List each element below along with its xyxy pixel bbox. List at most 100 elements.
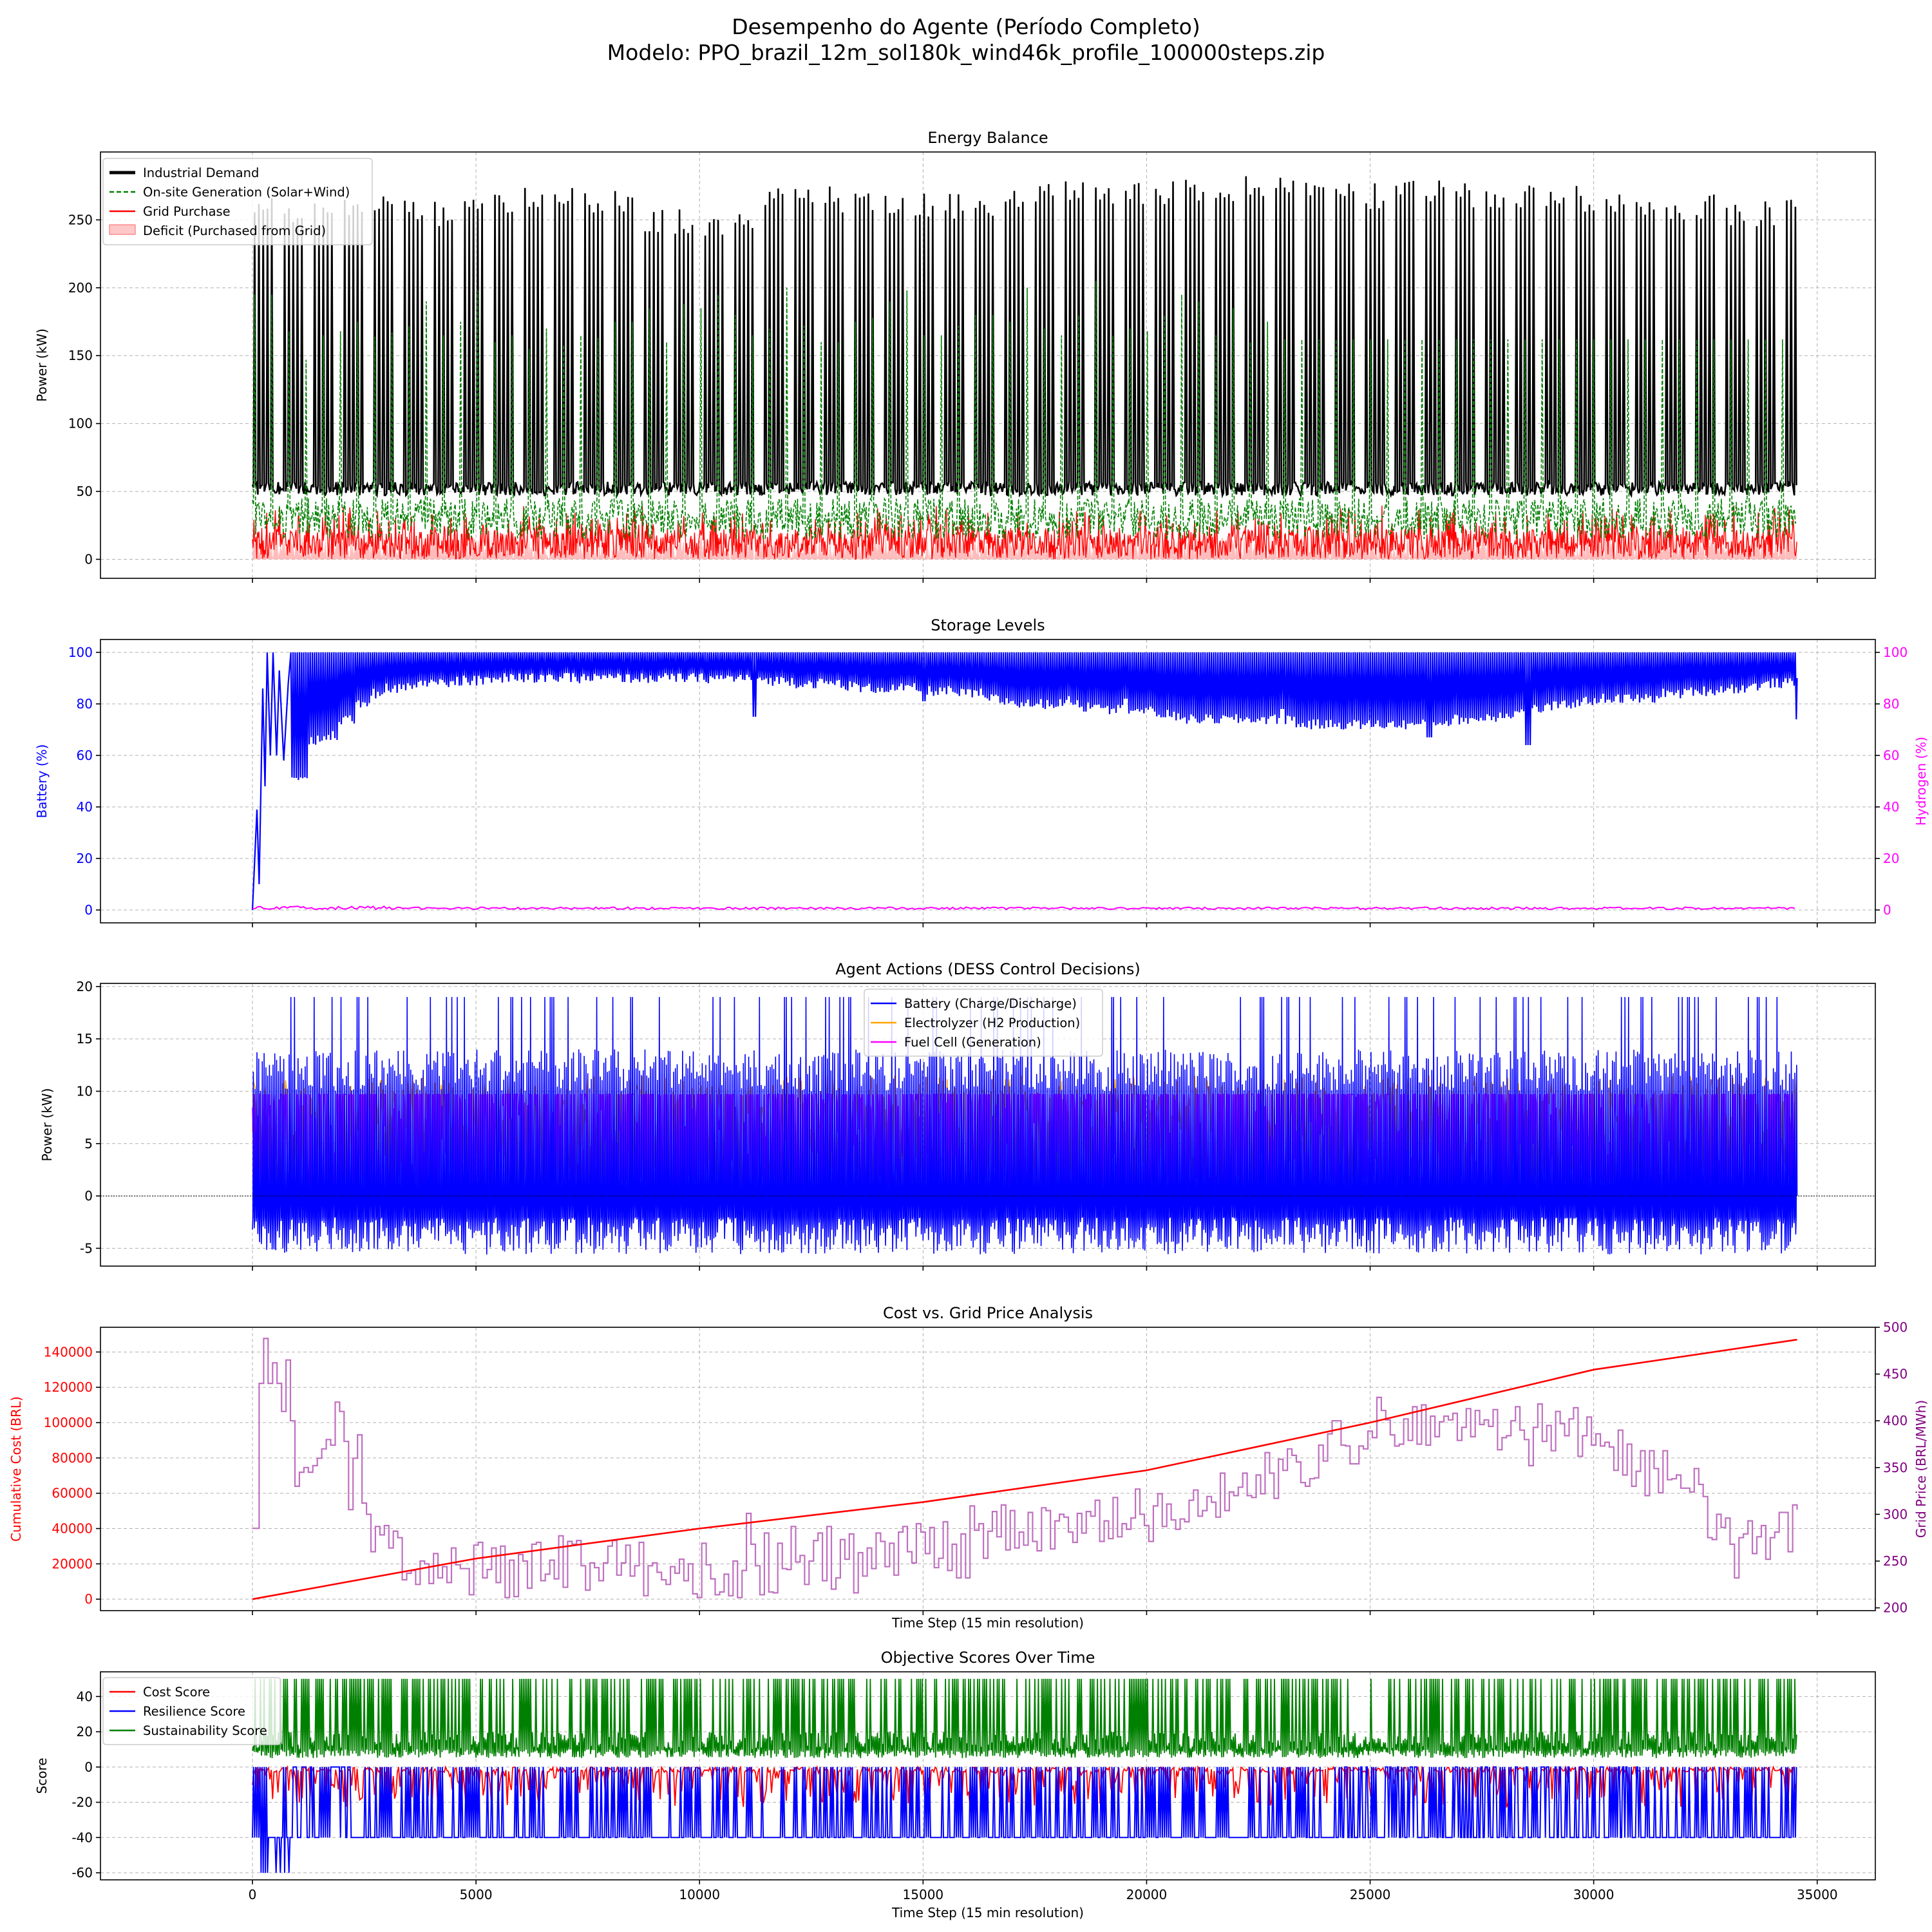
y-tick-label: 10 (77, 1083, 93, 1099)
panel-2: 0 20 40 60 80 100 0 20 40 60 80 100 Hydrogen (%) Stor… (34, 616, 1929, 927)
y-tick-label: 80 (77, 696, 93, 712)
onsite-generation-line (252, 281, 1797, 540)
y-right-tick-label: 450 (1883, 1367, 1908, 1382)
x-tick-label: 0 (249, 1887, 257, 1902)
figure-title-line2: Modelo: PPO_brazil_12m_sol180k_wind46k_p… (607, 40, 1325, 65)
legend-item: Electrolyzer (H2 Production) (904, 1016, 1080, 1030)
y-axis-label: Score (34, 1757, 50, 1794)
y-tick-label: 0 (84, 1591, 93, 1607)
x-tick-label: 30000 (1573, 1887, 1615, 1902)
legend-item: Deficit (Purchased from Grid) (143, 223, 326, 238)
axes-frame (100, 1671, 1876, 1880)
y-tick-label: -5 (80, 1240, 93, 1256)
x-axis-label: Time Step (15 min resolution) (891, 1615, 1084, 1631)
axes-frame (100, 983, 1876, 1267)
y-tick-label: -60 (71, 1865, 93, 1880)
resilience-score-line (252, 1766, 1797, 1873)
y-tick-label: 40 (77, 1689, 93, 1704)
figure-title: Desempenho do Agente (Período Completo) … (0, 14, 1932, 66)
legend-item: Grid Purchase (143, 204, 231, 219)
figure-title-line1: Desempenho do Agente (Período Completo) (732, 14, 1200, 39)
y-tick-label: 100 (68, 416, 93, 431)
y-right-tick-label: 80 (1883, 696, 1899, 712)
x-axis-label: Time Step (15 min resolution) (891, 1905, 1084, 1920)
y-tick-label: 0 (84, 551, 93, 567)
grid-purchase-line (252, 505, 1797, 560)
panel-title: Agent Actions (DESS Control Decisions) (835, 960, 1141, 978)
y-tick-label: 20 (77, 851, 93, 866)
x-tick-label: 10000 (679, 1887, 720, 1902)
legend-item: Cost Score (143, 1685, 210, 1700)
y-tick-label: 20 (77, 1724, 93, 1739)
y-tick-label: 15 (77, 1031, 93, 1046)
y-tick-label: 100 (68, 645, 93, 660)
hydrogen-level-line (252, 905, 1795, 911)
grid-price-line (252, 1338, 1798, 1598)
y-tick-label: 0 (84, 1759, 93, 1775)
legend-item: Fuel Cell (Generation) (904, 1035, 1041, 1050)
legend: Industrial Demand On-site Generation (Sol… (102, 158, 373, 245)
cost-score-line (252, 1765, 1797, 1808)
legend-swatch (109, 224, 136, 235)
y-tick-label: 80000 (52, 1450, 93, 1466)
panel-3: -5 0 5 10 15 20 Agent Actions (DESS Control De… (39, 960, 1876, 1271)
legend: Cost Score Resilience Score Sustainability… (102, 1677, 281, 1745)
legend-box (864, 989, 1103, 1057)
y-tick-label: 50 (77, 484, 93, 499)
panel-title: Objective Scores Over Time (881, 1649, 1095, 1667)
y-right-tick-label: 40 (1883, 799, 1899, 815)
y-tick-label: 60000 (52, 1486, 93, 1501)
legend-item: On-site Generation (Solar+Wind) (143, 185, 350, 200)
panel-title: Storage Levels (931, 616, 1045, 634)
plot-area (100, 997, 1875, 1255)
legend-item: Battery (Charge/Discharge) (904, 996, 1077, 1011)
plot-area (252, 1678, 1797, 1873)
y-axis-label: Battery (%) (34, 744, 50, 819)
y-right-tick-label: 20 (1883, 851, 1899, 866)
y-tick-label: 0 (84, 902, 93, 918)
cumulative-cost-line (252, 1338, 1797, 1600)
axes-frame (100, 1327, 1876, 1611)
legend-item: Resilience Score (143, 1704, 245, 1719)
axes-frame (100, 639, 1876, 923)
y-tick-label: 200 (68, 280, 93, 296)
panel-5: 0 5000 10000 15000 20000 25000 30000 35000 -60 -4… (34, 1649, 1876, 1920)
y-tick-label: 20000 (52, 1556, 93, 1571)
battery-action-line (252, 997, 1798, 1255)
y-right-axis-label: Grid Price (BRL/MWh) (1913, 1400, 1929, 1538)
plot-area (252, 1338, 1798, 1600)
panel-1: 0 50 100 150 200 250 Energy Balance Power (kW) I… (34, 129, 1876, 583)
axes-frame (100, 151, 1876, 579)
sustainability-score-line (252, 1678, 1797, 1759)
y-tick-label: -20 (71, 1795, 93, 1810)
legend: Battery (Charge/Discharge) Electrolyzer (… (864, 989, 1103, 1057)
x-tick-label: 25000 (1350, 1887, 1391, 1902)
y-right-tick-label: 200 (1883, 1600, 1908, 1616)
y-tick-label: 0 (84, 1188, 93, 1204)
y-tick-label: 20 (77, 979, 93, 994)
y-tick-label: -40 (71, 1830, 93, 1845)
y-right-tick-label: 100 (1883, 645, 1908, 660)
battery-level-line (251, 652, 1798, 911)
y-right-tick-label: 60 (1883, 748, 1899, 763)
y-right-tick-label: 400 (1883, 1413, 1908, 1428)
y-right-tick-label: 300 (1883, 1506, 1908, 1522)
y-tick-label: 5 (84, 1136, 93, 1151)
y-tick-label: 150 (68, 348, 93, 363)
y-right-axis-label: Hydrogen (%) (1913, 737, 1929, 826)
legend-item: Sustainability Score (143, 1723, 267, 1738)
x-tick-label: 35000 (1797, 1887, 1838, 1902)
y-tick-label: 120000 (44, 1379, 93, 1395)
y-tick-label: 140000 (44, 1344, 93, 1359)
y-right-tick-label: 0 (1883, 902, 1891, 918)
x-tick-label: 5000 (460, 1887, 493, 1902)
y-right-tick-label: 500 (1883, 1320, 1908, 1335)
panel-title: Energy Balance (927, 129, 1048, 147)
y-axis-label: Power (kW) (39, 1088, 55, 1162)
plot-area (251, 176, 1797, 560)
legend-box (102, 158, 373, 245)
y-right-tick-label: 350 (1883, 1460, 1908, 1475)
x-tick-label: 20000 (1126, 1887, 1168, 1902)
y-axis-label: Cumulative Cost (BRL) (8, 1396, 24, 1542)
